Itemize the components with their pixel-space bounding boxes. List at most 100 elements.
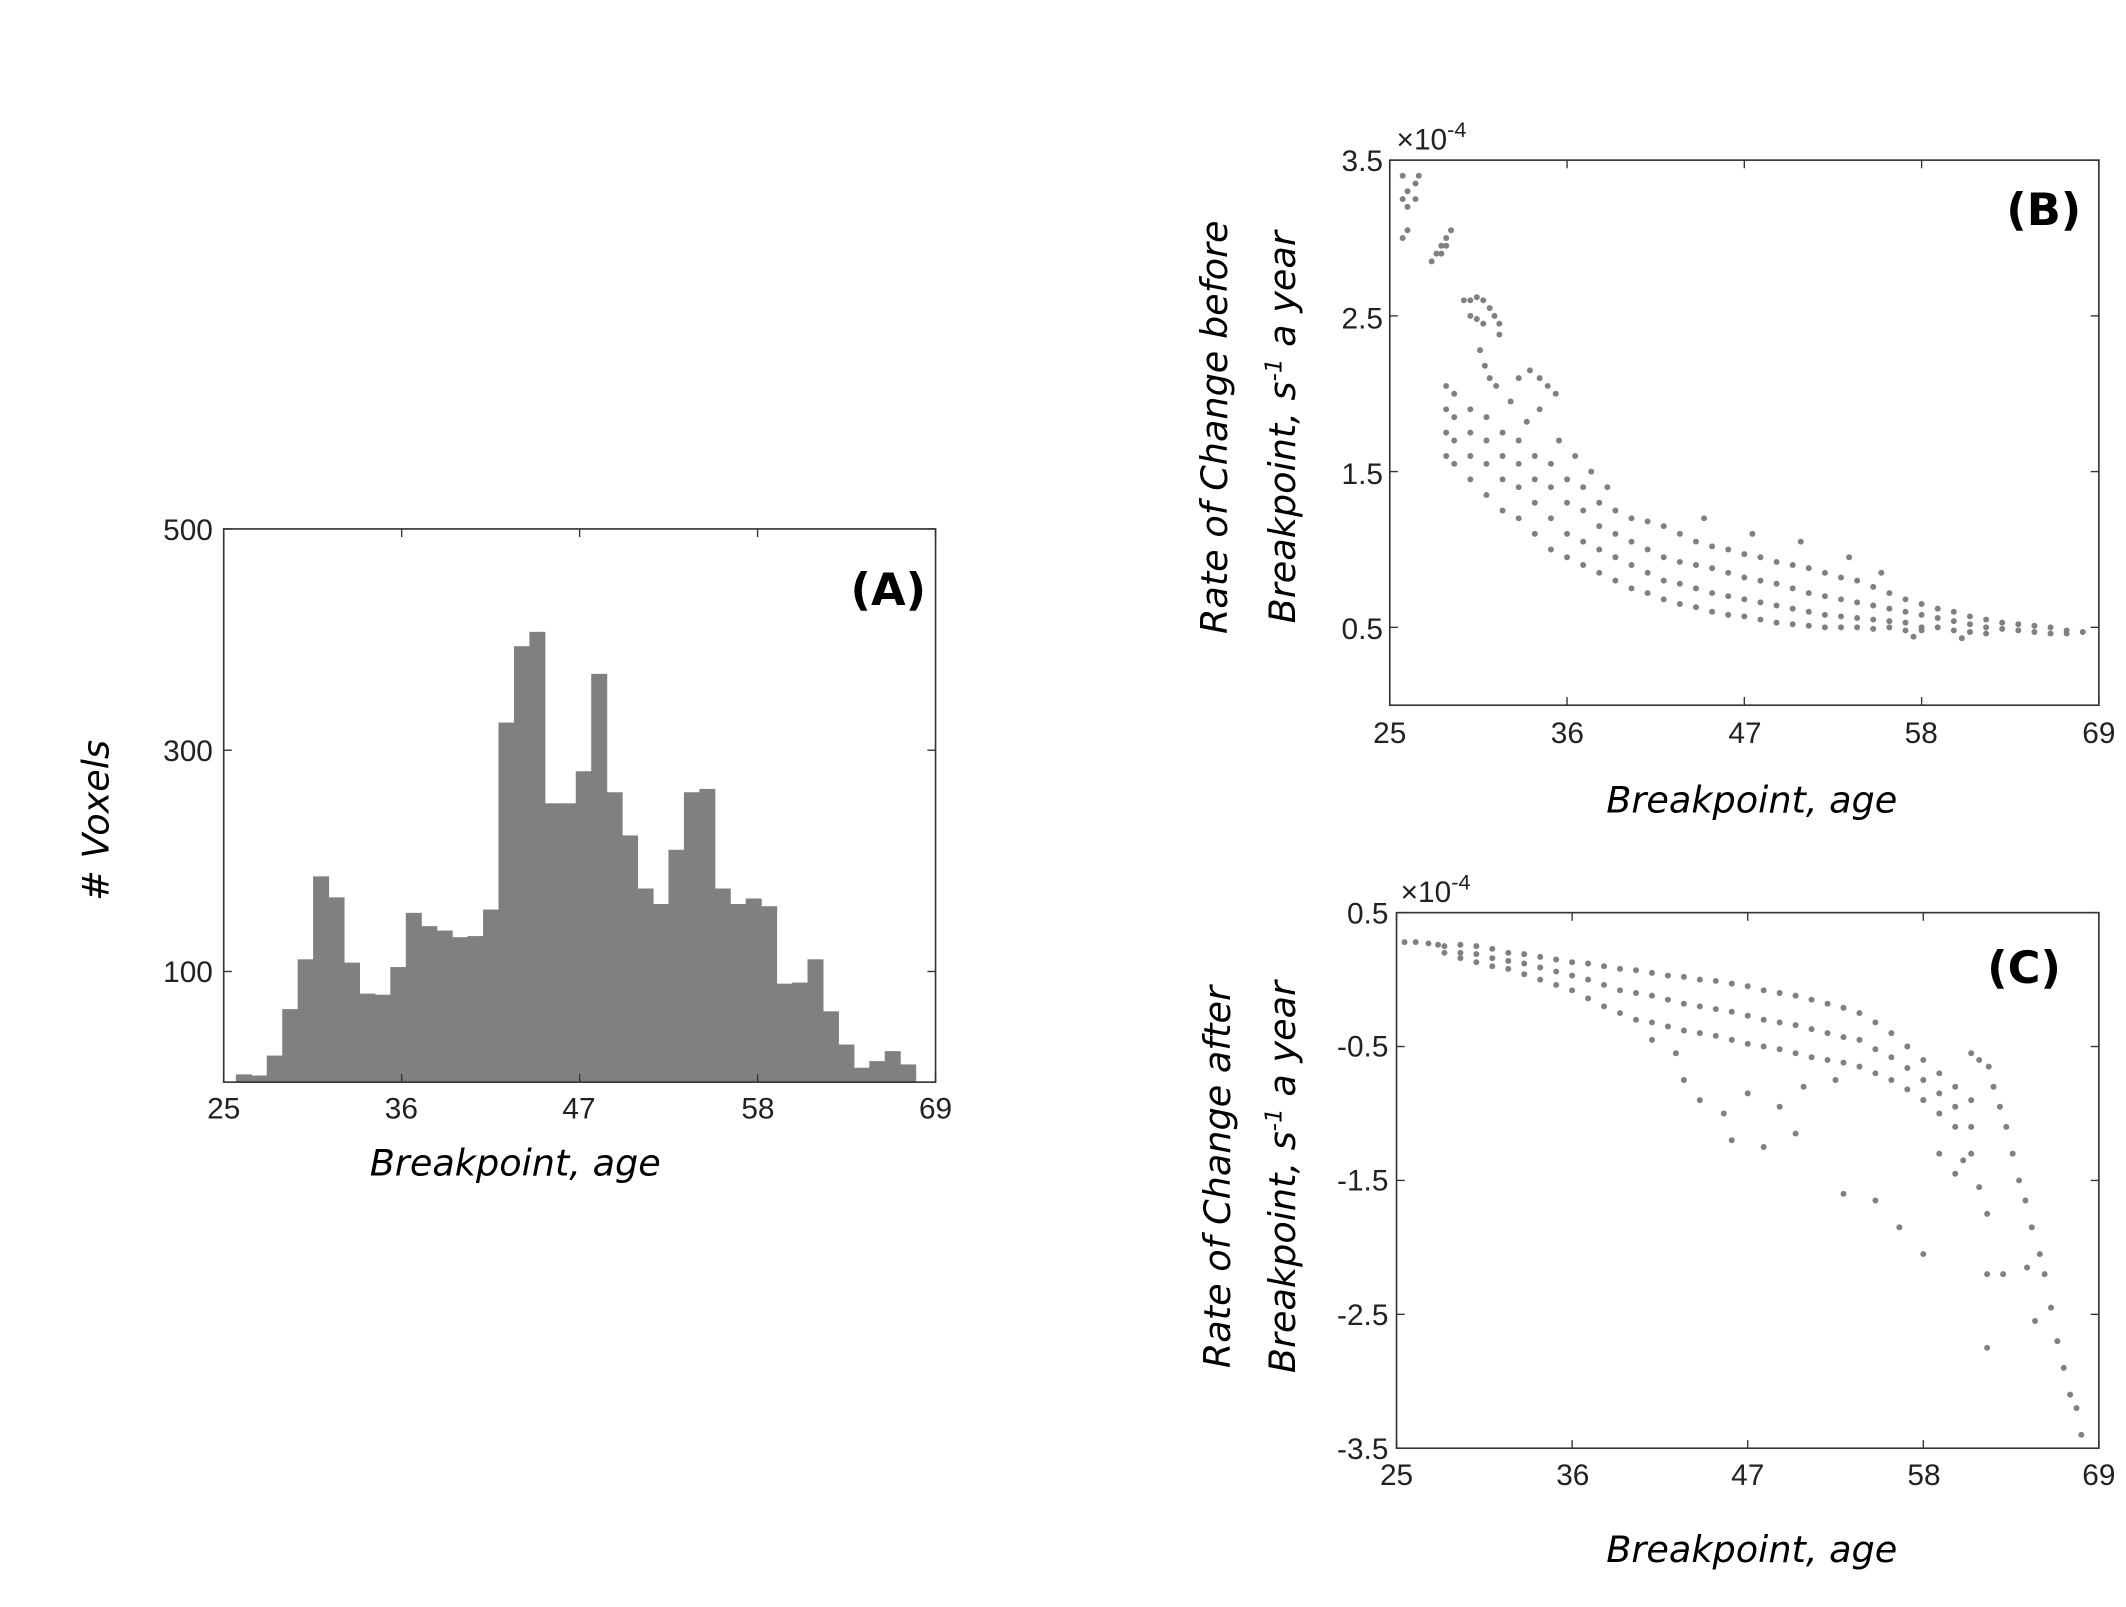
scatter-point [1569, 959, 1576, 966]
tick-marks [223, 528, 937, 1083]
scatter-point [1632, 989, 1639, 996]
xtick-label: 69 [919, 1093, 952, 1126]
histogram-bar [235, 1074, 252, 1083]
scatter-point [1886, 618, 1893, 625]
scatter-point [1904, 1064, 1911, 1071]
scatter-point [1760, 987, 1767, 994]
scatter-point [1856, 1010, 1863, 1017]
axis-multiplier: ×10-4 [1401, 870, 1471, 909]
scatter-point [1404, 188, 1411, 195]
scatter-point [1968, 1123, 1975, 1130]
scatter-point [1854, 577, 1861, 584]
scatter-point [1451, 460, 1458, 467]
scatter-point [1720, 1110, 1727, 1117]
scatter-point [1936, 1110, 1943, 1117]
scatter-point [1999, 619, 2006, 626]
histogram-bar [529, 631, 546, 1083]
scatter-point [1744, 1012, 1751, 1019]
x-axis-title: Breakpoint, age [1606, 778, 1897, 821]
scatter-point [1467, 297, 1474, 304]
scatter-point [1896, 1224, 1903, 1231]
scatter-point [1824, 1056, 1831, 1063]
scatter-point [1425, 940, 1432, 947]
scatter-point [1854, 624, 1861, 631]
histogram-bar [853, 1067, 870, 1083]
histogram-bar [776, 983, 793, 1083]
scatter-point [1966, 629, 1973, 635]
scatter-point [1846, 554, 1853, 561]
scatter-point [1644, 569, 1651, 576]
scatter-point [1521, 960, 1528, 967]
histogram-bar [622, 835, 639, 1083]
scatter-point [1725, 546, 1732, 553]
scatter-point [1920, 1056, 1927, 1063]
scatter-point [2022, 1197, 2029, 1204]
scatter-point [1632, 967, 1639, 974]
scatter-point [2073, 1405, 2080, 1412]
scatter-point [1457, 955, 1464, 962]
scatter-point [1664, 996, 1671, 1003]
scatter-point [1805, 565, 1812, 572]
scatter-point [1776, 1019, 1783, 1026]
scatter-point [1692, 562, 1699, 569]
xtick-label: 69 [2082, 1459, 2115, 1492]
scatter-point [1580, 507, 1587, 514]
scatter-point [1473, 294, 1480, 301]
scatter-point [1870, 583, 1877, 590]
scatter-point [2078, 1431, 2085, 1438]
ytick-label: 0.5 [1347, 897, 1388, 930]
scatter-point [2003, 1123, 2010, 1130]
scatter-point [1990, 1083, 1997, 1090]
scatter-point [1984, 1271, 1991, 1278]
scatter-point [1808, 996, 1815, 1003]
scatter-point [1617, 965, 1623, 972]
scatter-point [1496, 331, 1503, 338]
scatter-point [1580, 538, 1587, 545]
scatter-point [1428, 258, 1435, 265]
scatter-point [1854, 615, 1861, 621]
ytick-label: 1.5 [1342, 458, 1383, 491]
scatter-point [1443, 235, 1450, 241]
scatter-point [1918, 600, 1925, 607]
scatter-point [1680, 973, 1687, 980]
scatter-point [1505, 957, 1512, 964]
histogram-bar [822, 1011, 839, 1083]
scatter-point [1521, 971, 1528, 978]
scatter-point [1515, 484, 1522, 491]
scatter-point [1966, 613, 1973, 620]
scatter-point [1648, 992, 1655, 999]
scatter-points [1399, 172, 2086, 642]
scatter-point [1976, 1056, 1983, 1063]
scatter-point [1789, 562, 1796, 569]
scatter-point [1441, 949, 1448, 956]
scatter-point [1515, 460, 1522, 467]
y-axis-title-line1: Rate of Change after [1196, 984, 1239, 1368]
scatter-point [1773, 619, 1780, 626]
xtick-label: 58 [1907, 1459, 1940, 1492]
scatter-point [1934, 615, 1941, 621]
scatter-point [1536, 375, 1543, 382]
xtick-label: 58 [1905, 717, 1938, 750]
scatter-point [1950, 618, 1957, 625]
scatter-point [1585, 960, 1592, 967]
scatter-point [1888, 1054, 1895, 1061]
histogram-bar [807, 959, 824, 1083]
histogram-bars [235, 631, 917, 1083]
scatter-point [1757, 616, 1764, 623]
scatter-point [2079, 629, 2086, 635]
scatter-point [1840, 1004, 1847, 1011]
scatter-point [1399, 235, 1406, 241]
scatter-point [1805, 608, 1812, 615]
histogram-bar [436, 930, 453, 1083]
scatter-point [1676, 600, 1683, 607]
scatter-point [1585, 976, 1592, 983]
y-axis-title-line1: Rate of Change before [1193, 220, 1236, 634]
scatter-point [1886, 605, 1893, 612]
scatter-point [1572, 453, 1579, 460]
scatter-point [1564, 499, 1571, 506]
scatter-point [1741, 613, 1748, 620]
scatter-point [1744, 983, 1751, 990]
histogram-bar [653, 904, 669, 1083]
scatter-point [1886, 590, 1893, 597]
scatter-point [1757, 554, 1764, 561]
